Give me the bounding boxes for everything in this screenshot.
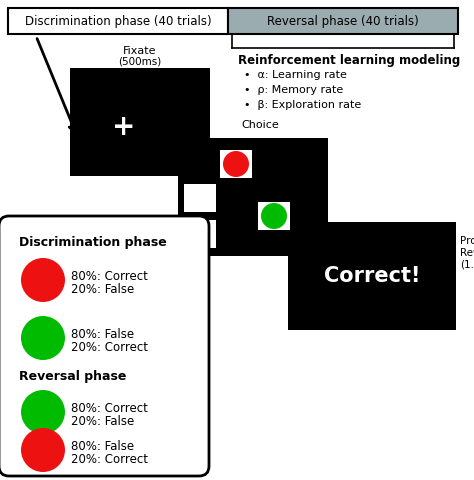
Text: 20%: Correct: 20%: Correct [71,453,148,466]
Text: 80%: False: 80%: False [71,440,134,453]
Text: (500ms): (500ms) [118,56,162,66]
Text: Reversal phase (40 trials): Reversal phase (40 trials) [267,14,419,27]
Text: +: + [111,113,135,142]
Bar [258,202,290,230]
Text: Correct!: Correct! [324,266,420,286]
Text: Reversal phase: Reversal phase [19,370,127,383]
FancyBboxPatch shape [0,216,209,476]
Circle shape [21,258,65,302]
Text: 20%: Correct: 20%: Correct [71,341,148,354]
Circle shape [21,316,65,360]
Text: 80%: Correct: 80%: Correct [71,402,148,415]
Text: Reinforcement learning modeling: Reinforcement learning modeling [238,54,460,67]
Circle shape [261,203,287,229]
Bar [8,8,228,34]
Text: 20%: False: 20%: False [71,415,134,428]
Text: 80%: Correct: 80%: Correct [71,270,148,283]
Text: Probabilistic
Reward Feedback
(1.5s): Probabilistic Reward Feedback (1.5s) [460,236,474,269]
Text: Fixate: Fixate [123,46,157,56]
Circle shape [223,151,249,177]
Bar [178,138,328,256]
Bar [184,220,216,248]
Text: •  β: Exploration rate: • β: Exploration rate [244,100,361,110]
Text: Discrimination phase: Discrimination phase [19,236,167,249]
Bar [70,68,210,176]
Bar [228,8,458,34]
Text: •  ρ: Memory rate: • ρ: Memory rate [244,85,343,95]
Bar [184,184,216,212]
Circle shape [21,428,65,472]
Circle shape [21,390,65,434]
Text: 20%: False: 20%: False [71,283,134,296]
Text: 80%: False: 80%: False [71,328,134,341]
Bar [220,150,252,178]
Text: Discrimination phase (40 trials): Discrimination phase (40 trials) [25,14,211,27]
Bar [288,222,456,330]
Text: Choice: Choice [242,120,279,130]
Text: •  α: Learning rate: • α: Learning rate [244,70,347,80]
